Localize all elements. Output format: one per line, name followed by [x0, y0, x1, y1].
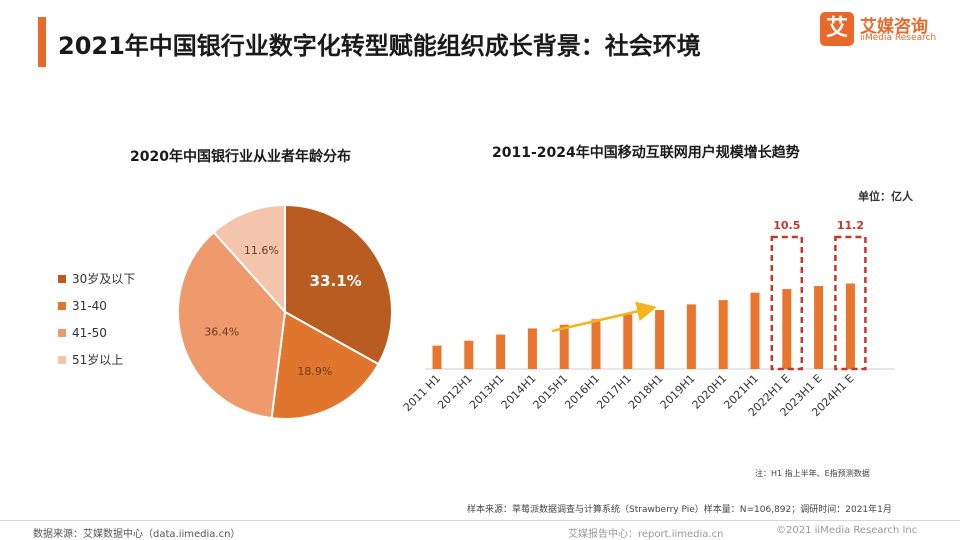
bar [718, 300, 728, 369]
footer-divider [0, 520, 960, 521]
bar [686, 304, 696, 369]
legend-item: 31-40 [58, 295, 135, 316]
legend-swatch [58, 301, 66, 310]
pie-slice [177, 230, 287, 420]
legend-item: 51岁以上 [58, 349, 135, 370]
legend-item: 41-50 [58, 322, 135, 343]
logo-name-cn: 艾媒咨询 [860, 17, 928, 37]
bar-chart-unit: 单位：亿人 [858, 190, 913, 203]
highlight-label: 11.2 [837, 219, 864, 232]
bar [591, 319, 601, 369]
pie-chart: 33.1% 18.9% 36.4% 11.6% [177, 205, 393, 420]
highlight-box [770, 235, 804, 371]
footer-report-center: 艾媒报告中心：report.iimedia.cn [568, 529, 724, 540]
bar [623, 314, 633, 369]
bar [496, 334, 506, 369]
pie-slice-label: 36.4% [204, 326, 239, 339]
legend-label: 30岁及以下 [72, 272, 136, 286]
bar [527, 328, 537, 369]
pie-slice-label: 33.1% [310, 272, 362, 290]
iimedia-logo[interactable]: 艾 艾媒咨询 iiMedia Research [820, 12, 940, 46]
bar [464, 340, 474, 369]
bar [432, 345, 442, 369]
chart-note: 注：H1 指上半年、E指预测数据 [755, 469, 870, 478]
footer-source: 数据来源：艾媒数据中心（data.iimedia.cn） [33, 529, 241, 540]
logo-name-en: iiMedia Research [860, 33, 937, 43]
legend-label: 41-50 [72, 325, 107, 340]
legend-item: 30岁及以下 [58, 268, 135, 289]
logo-mark-icon: 艾 [820, 12, 854, 46]
legend-label: 31-40 [72, 298, 107, 313]
pie-slice [270, 310, 380, 420]
bar-chart-title: 2011-2024年中国移动互联网用户规模增长趋势 [492, 145, 800, 161]
legend-label: 51岁以上 [72, 353, 124, 367]
pie-legend: 30岁及以下 31-40 41-50 51岁以上 [58, 268, 135, 376]
legend-swatch [58, 328, 66, 337]
pie-slice [284, 205, 393, 366]
pie-slice [212, 205, 286, 315]
bar [655, 310, 665, 369]
trend-arrow [551, 301, 657, 333]
page-title: 2021年中国银行业数字化转型赋能组织成长背景：社会环境 [58, 32, 701, 60]
bar [750, 292, 760, 369]
sample-info: 样本来源：草莓派数据调查与计算系统（Strawberry Pie）样本量：N=1… [467, 505, 892, 515]
pie-slice-label: 11.6% [244, 244, 279, 257]
highlight-box [834, 235, 867, 371]
footer-copyright: ©2021 iiMedia Research Inc [776, 525, 918, 536]
bar [559, 324, 569, 369]
pie-slice-label: 18.9% [297, 365, 332, 378]
x-tick-label: 2011 H1 [401, 372, 443, 414]
bar-chart: 2011 H12012H12013H12014H12015H12016H1201… [401, 219, 895, 419]
title-accent-bar [38, 17, 46, 67]
legend-swatch [58, 274, 66, 283]
bar [845, 283, 855, 369]
highlight-label: 10.5 [773, 219, 800, 232]
bar [782, 289, 792, 370]
bar [814, 286, 824, 369]
pie-chart-title: 2020年中国银行业从业者年龄分布 [130, 149, 351, 165]
legend-swatch [58, 355, 66, 364]
